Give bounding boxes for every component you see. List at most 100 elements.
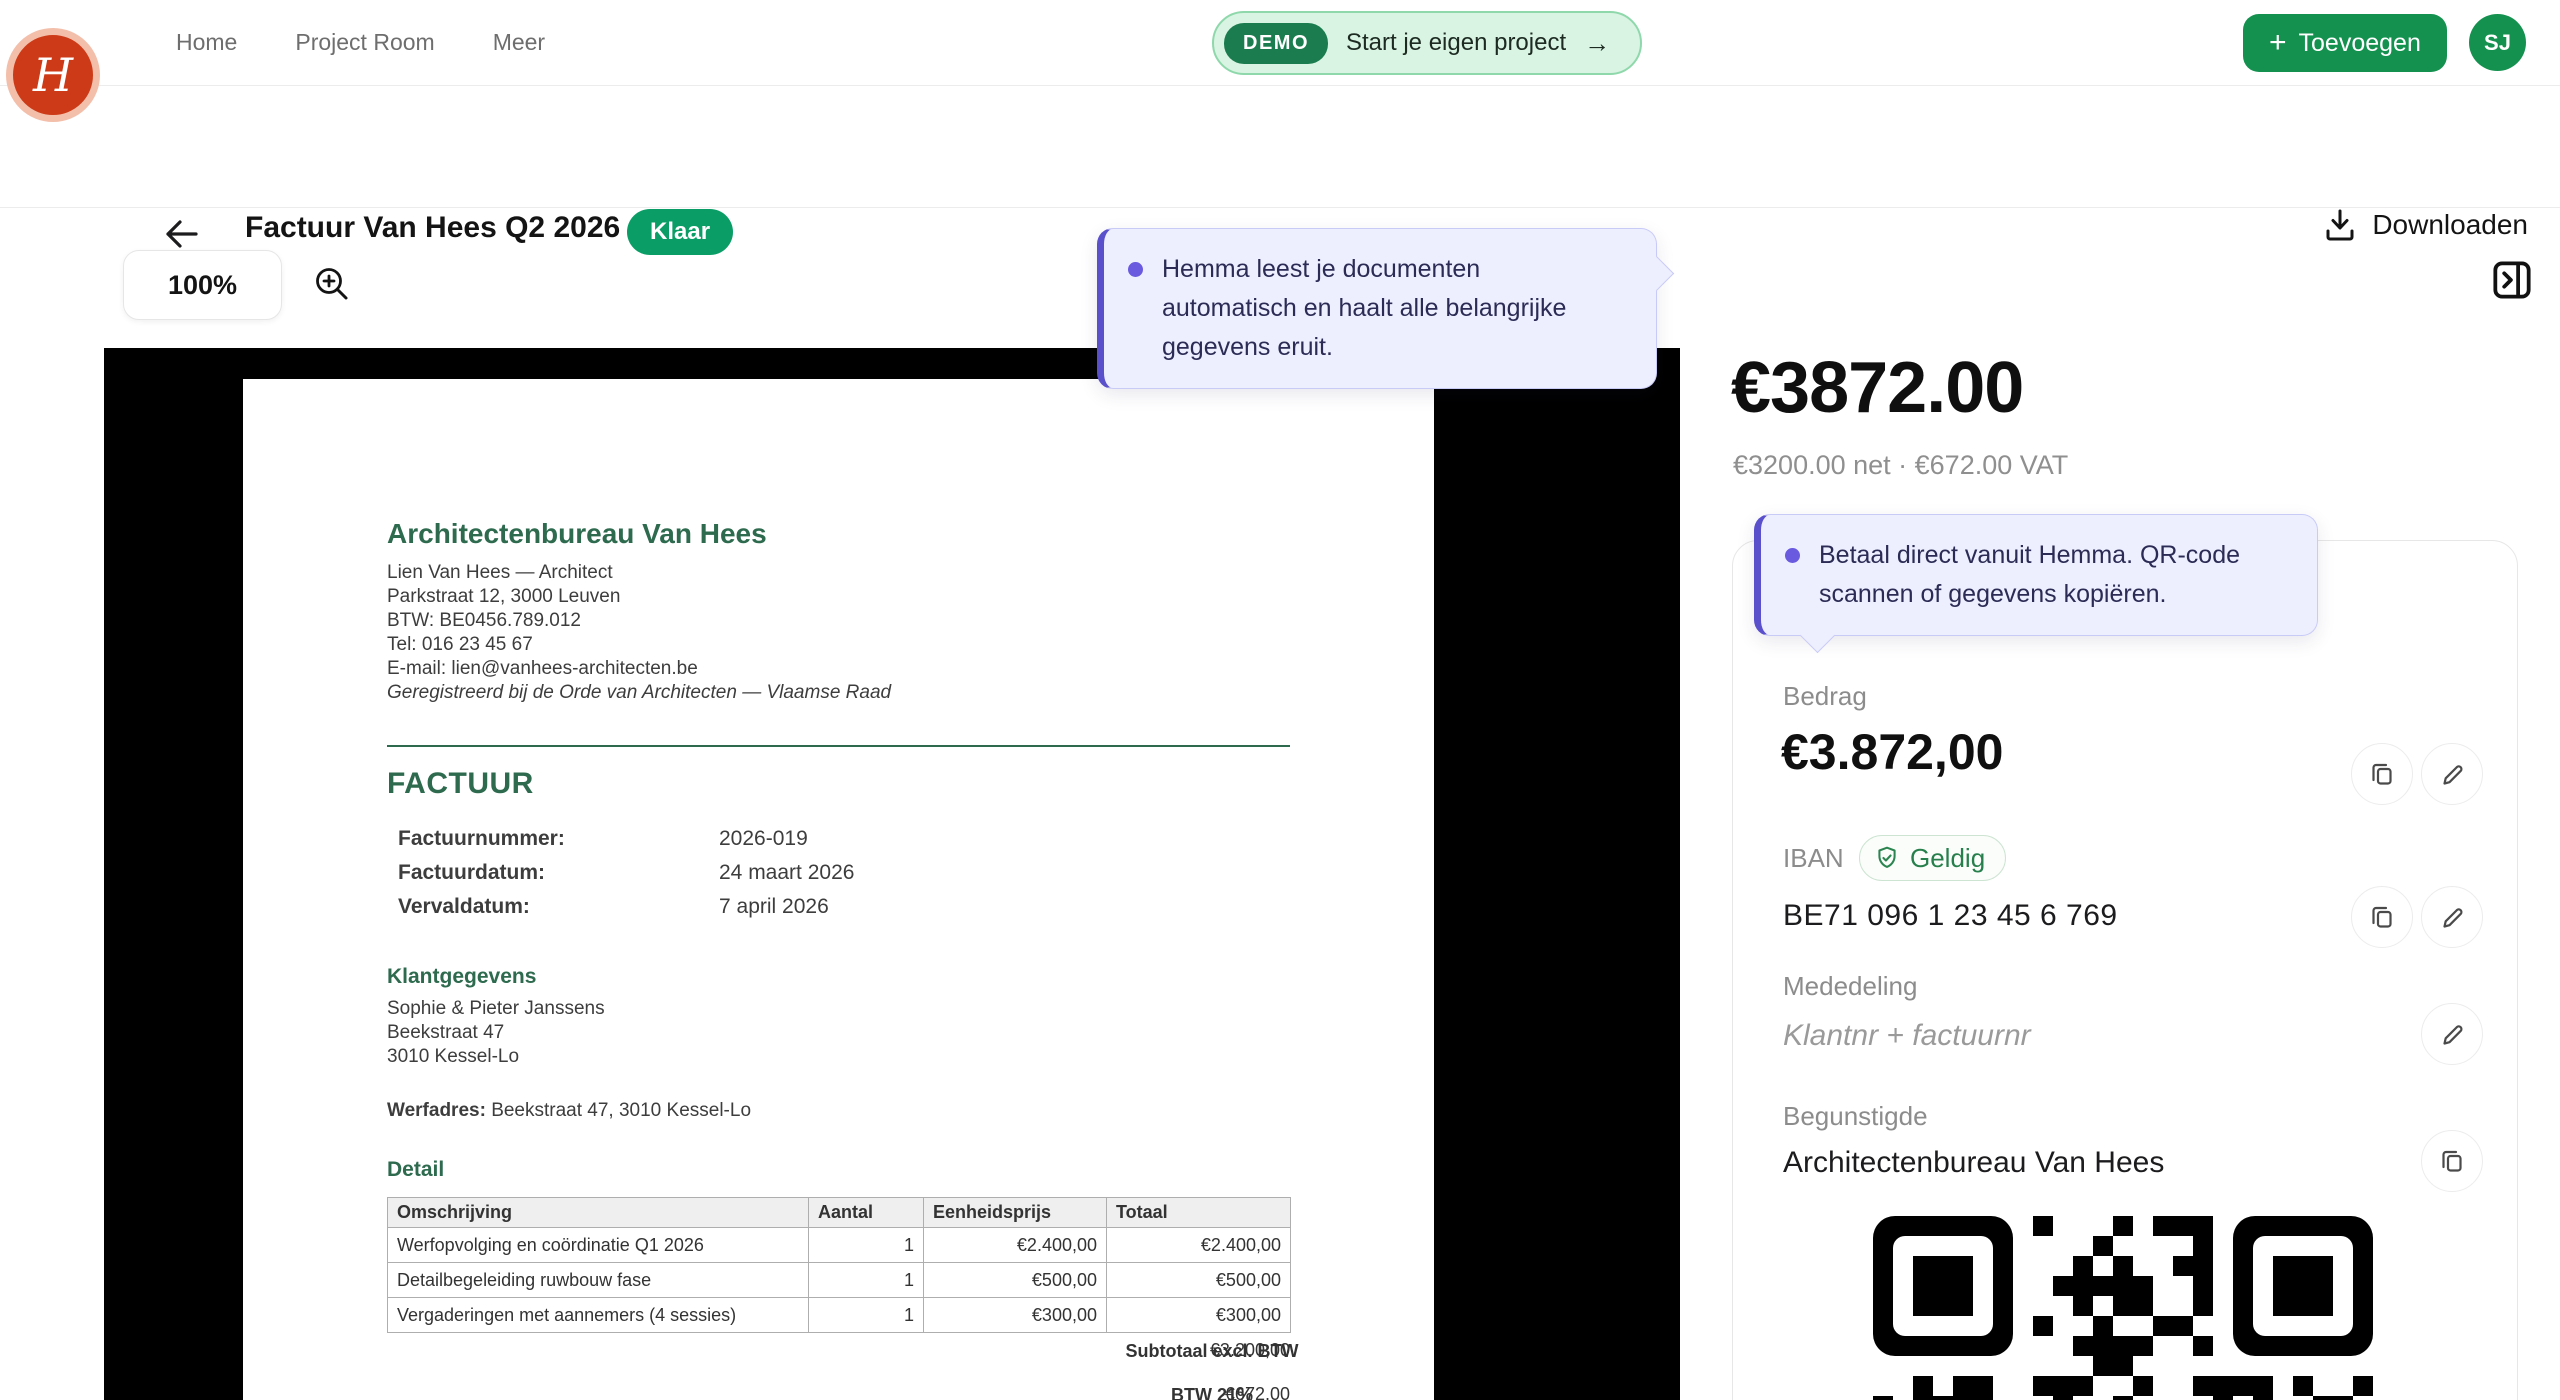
col-omschrijving: Omschrijving: [387, 1197, 809, 1228]
add-button[interactable]: + Toevoegen: [2243, 14, 2447, 72]
invoice-divider: [387, 745, 1290, 747]
vat-value: €672,00: [1224, 1384, 1290, 1400]
assistant-dot-icon: [1128, 262, 1143, 277]
meta-value: 2026-019: [719, 827, 808, 850]
nav-item-meer[interactable]: Meer: [492, 29, 546, 55]
cell-unit-price: €300,00: [923, 1297, 1107, 1333]
cell-unit-price: €500,00: [923, 1262, 1107, 1298]
company-line: Lien Van Hees — Architect: [387, 562, 613, 583]
copy-beneficiary-button[interactable]: [2421, 1130, 2483, 1192]
download-icon: [2326, 209, 2354, 241]
cell-total: €300,00: [1106, 1297, 1291, 1333]
site-address-value: Beekstraat 47, 3010 Kessel-Lo: [491, 1100, 752, 1121]
document-header: Factuur Van Hees Q2 2026 Klaar Downloade…: [0, 86, 2560, 255]
nav-item-home[interactable]: Home: [176, 29, 238, 55]
assistant-dot-icon: [1785, 548, 1800, 563]
cell-qty: 1: [808, 1227, 924, 1263]
demo-banner-label: Start je eigen project: [1346, 29, 1567, 56]
cell-description: Detailbegeleiding ruwbouw fase: [387, 1262, 809, 1298]
top-navbar: Home Project Room Meer DEMO Start je eig…: [0, 0, 2560, 86]
nav-item-project-room[interactable]: Project Room: [295, 29, 435, 55]
zoom-level-control[interactable]: 100%: [123, 250, 282, 320]
iban-valid-label: Geldig: [1910, 842, 1986, 873]
beneficiary-label: Begunstigde: [1783, 1101, 1928, 1131]
company-line: Parkstraat 12, 3000 Leuven: [387, 586, 621, 607]
meta-row: Vervaldatum: 7 april 2026: [398, 895, 1278, 929]
table-row: Vergaderingen met aannemers (4 sessies) …: [387, 1297, 1291, 1333]
iban-label: IBAN: [1783, 843, 1844, 873]
client-line: 3010 Kessel-Lo: [387, 1046, 520, 1067]
meta-label: Vervaldatum:: [398, 895, 530, 918]
edit-amount-button[interactable]: [2421, 743, 2483, 805]
cell-unit-price: €2.400,00: [923, 1227, 1107, 1263]
invoice-doc-title: FACTUUR: [387, 767, 534, 800]
company-registration: Geregistreerd bij de Orde van Architecte…: [387, 682, 892, 703]
client-heading: Klantgegevens: [387, 965, 537, 988]
add-button-label: Toevoegen: [2298, 28, 2421, 57]
edit-message-button[interactable]: [2421, 1003, 2483, 1065]
cell-qty: 1: [808, 1262, 924, 1298]
page-title: Factuur Van Hees Q2 2026: [245, 211, 621, 244]
message-value: Klantnr + factuurnr: [1783, 1019, 2031, 1052]
meta-label: Factuurnummer:: [398, 827, 565, 850]
subtotal-value: €3.200,00: [1209, 1340, 1290, 1360]
status-badge: Klaar: [627, 209, 734, 255]
meta-row: Factuurnummer: 2026-019: [398, 827, 1278, 861]
vat-label: BTW 21%: [1170, 1385, 1253, 1400]
table-row: Detailbegeleiding ruwbouw fase 1 €500,00…: [387, 1262, 1291, 1298]
demo-badge: DEMO: [1224, 22, 1328, 64]
iban-value: BE71 096 1 23 45 6 769: [1783, 899, 2118, 932]
copy-iban-button[interactable]: [2351, 886, 2413, 948]
total-amount: €3872.00: [1731, 348, 2024, 428]
beneficiary-value: Architectenbureau Van Hees: [1783, 1146, 2165, 1179]
subtotal-label: Subtotaal excl. BTW: [1125, 1341, 1299, 1361]
plus-icon: +: [2269, 26, 2287, 59]
collapse-panel-button[interactable]: [2492, 260, 2532, 300]
invoice-meta: Factuurnummer: 2026-019 Factuurdatum: 24…: [398, 827, 1278, 929]
company-line: E-mail: lien@vanhees-architecten.be: [387, 658, 698, 679]
download-button[interactable]: Downloaden: [2324, 208, 2528, 242]
meta-value: 7 april 2026: [719, 895, 829, 918]
zoom-in-icon: [316, 268, 348, 300]
payment-details-card: Bedrag €3.872,00 IBAN Geldig: [1732, 540, 2518, 1400]
extraction-side-panel: €3872.00 €3200.00 net · €672.00 VAT Bedr…: [1680, 207, 2560, 1400]
site-address-label: Werfadres:: [387, 1100, 486, 1121]
assistant-tooltip-payment: Betaal direct vanuit Hemma. QR-code scan…: [1754, 514, 2318, 636]
shield-check-icon: [1878, 846, 1896, 868]
col-aantal: Aantal: [808, 1197, 924, 1228]
table-header-row: Omschrijving Aantal Eenheidsprijs Totaal: [387, 1197, 1291, 1228]
meta-label: Factuurdatum:: [398, 861, 545, 884]
company-line: BTW: BE0456.789.012: [387, 610, 581, 631]
back-button[interactable]: [160, 214, 204, 254]
cell-qty: 1: [808, 1297, 924, 1333]
message-label: Mededeling: [1783, 971, 1918, 1001]
arrow-right-icon: →: [1584, 27, 1611, 58]
invoice-page: Architectenbureau Van Hees Lien Van Hees…: [243, 379, 1434, 1400]
demo-banner[interactable]: DEMO Start je eigen project →: [1212, 11, 1643, 75]
assistant-tooltip-text: Hemma leest je documenten automatisch en…: [1162, 255, 1567, 361]
brand-logo[interactable]: H: [6, 28, 100, 122]
site-address: Werfadres: Beekstraat 47, 3010 Kessel-Lo: [387, 1100, 751, 1122]
meta-value: 24 maart 2026: [719, 861, 855, 884]
invoice-company-name: Architectenbureau Van Hees: [387, 518, 767, 549]
brand-logo-letter: H: [32, 48, 74, 102]
pencil-icon: [2443, 908, 2463, 928]
cell-total: €500,00: [1106, 1262, 1291, 1298]
document-viewer-canvas[interactable]: Architectenbureau Van Hees Lien Van Hees…: [104, 348, 1680, 1400]
copy-icon: [2372, 906, 2392, 928]
meta-row: Factuurdatum: 24 maart 2026: [398, 861, 1278, 895]
avatar[interactable]: SJ: [2469, 14, 2526, 71]
cell-description: Werfopvolging en coördinatie Q1 2026: [387, 1227, 809, 1263]
edit-iban-button[interactable]: [2421, 886, 2483, 948]
assistant-tooltip-text: Betaal direct vanuit Hemma. QR-code scan…: [1819, 541, 2241, 608]
table-row: Werfopvolging en coördinatie Q1 2026 1 €…: [387, 1227, 1291, 1263]
arrow-left-icon: [166, 220, 198, 248]
invoice-company-address: Lien Van Hees — Architect Parkstraat 12,…: [387, 561, 891, 705]
zoom-in-button[interactable]: [312, 264, 352, 304]
copy-amount-button[interactable]: [2351, 743, 2413, 805]
collapse-panel-icon: [2493, 261, 2531, 299]
net-vat-breakdown: €3200.00 net · €672.00 VAT: [1733, 450, 2069, 480]
company-line: Tel: 016 23 45 67: [387, 634, 533, 655]
client-line: Sophie & Pieter Janssens: [387, 998, 605, 1019]
